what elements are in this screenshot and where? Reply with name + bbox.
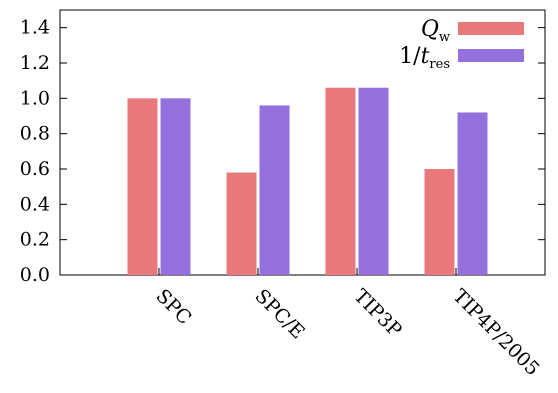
bar-qw-1 bbox=[226, 172, 257, 275]
y-tick-label: 0.2 bbox=[20, 229, 50, 251]
legend-swatch-qw bbox=[458, 22, 524, 35]
y-axis: 0.0 0.2 0.4 0.6 0.8 1.0 1.2 1.4 bbox=[20, 17, 545, 286]
bar-qw-3 bbox=[424, 169, 455, 275]
x-category-label: TIP4P/2005 bbox=[448, 285, 543, 380]
bar-tres-2 bbox=[358, 87, 389, 275]
bar-qw-2 bbox=[325, 87, 356, 275]
legend-label-tres: 1/tres bbox=[399, 44, 450, 72]
y-tick-label: 0.8 bbox=[20, 123, 50, 145]
bar-tres-0 bbox=[160, 98, 191, 275]
legend-swatch-tres bbox=[458, 49, 524, 62]
y-tick-label: 1.2 bbox=[20, 52, 50, 74]
y-tick-label: 1.4 bbox=[20, 17, 50, 39]
bar-qw-0 bbox=[127, 98, 158, 275]
bar-tres-3 bbox=[457, 112, 488, 275]
plot-frame bbox=[59, 9, 546, 276]
legend-label-qw: Qw bbox=[421, 17, 450, 45]
y-tick-label: 0.4 bbox=[20, 193, 50, 215]
x-axis: SPC SPC/E TIP3P TIP4P/2005 bbox=[151, 268, 544, 380]
y-tick-label: 0.0 bbox=[20, 264, 50, 286]
y-tick-label: 0.6 bbox=[20, 158, 50, 180]
bars-group bbox=[127, 87, 488, 276]
legend: Qw 1/tres bbox=[399, 17, 524, 72]
y-tick-label: 1.0 bbox=[20, 87, 50, 109]
x-category-label: SPC/E bbox=[250, 285, 308, 343]
x-category-label: TIP3P bbox=[349, 285, 406, 342]
x-category-label: SPC bbox=[151, 285, 195, 329]
bar-tres-1 bbox=[259, 105, 290, 276]
